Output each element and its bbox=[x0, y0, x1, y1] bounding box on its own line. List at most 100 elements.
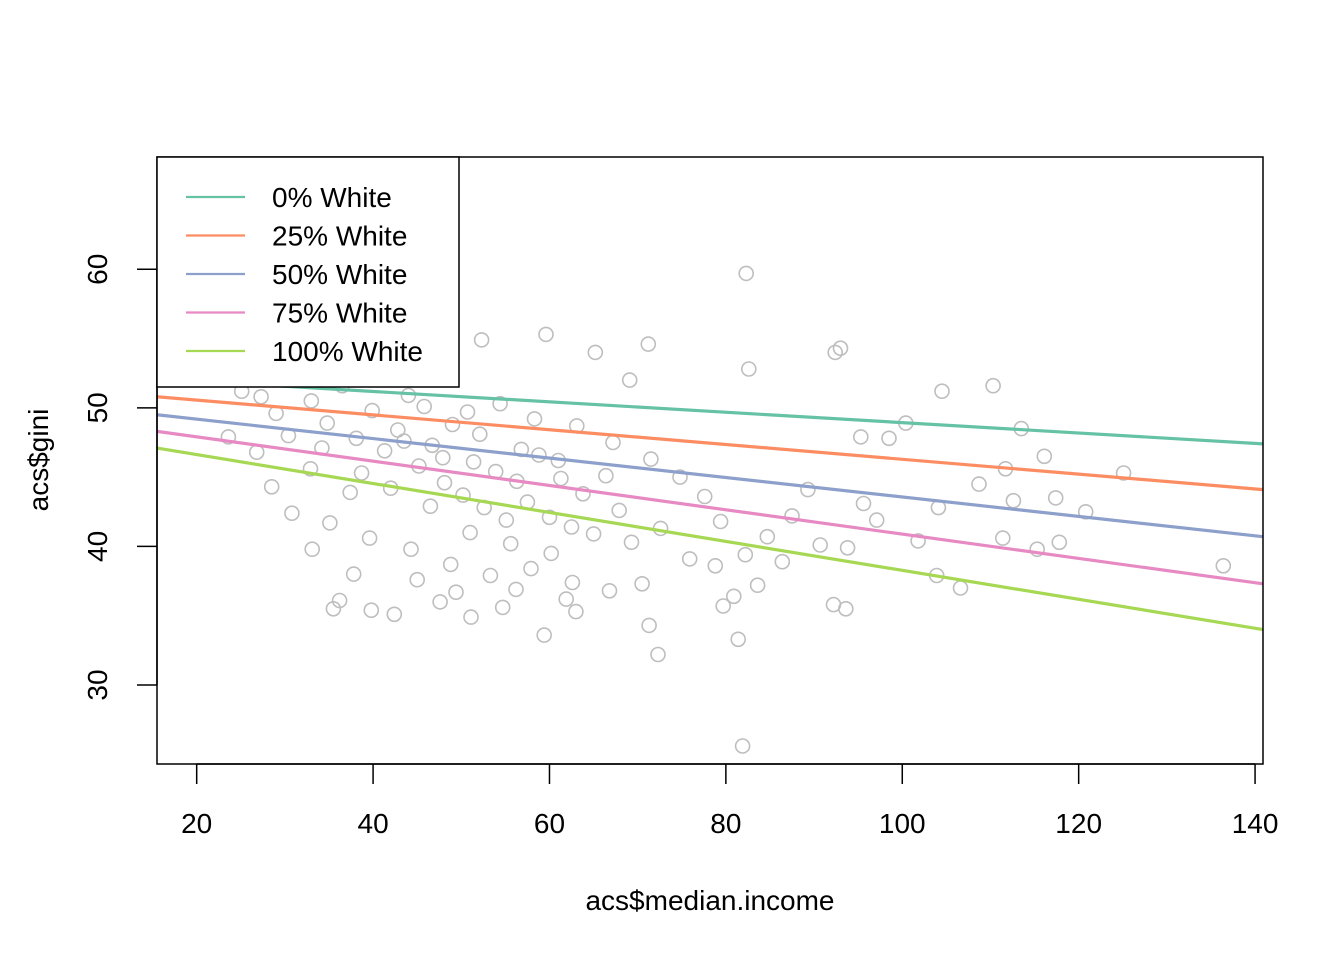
y-tick-label: 40 bbox=[82, 531, 113, 562]
data-point bbox=[634, 575, 650, 592]
data-point bbox=[498, 512, 515, 528]
legend-label-4: 100% White bbox=[272, 336, 423, 367]
data-point bbox=[494, 599, 511, 616]
data-point bbox=[601, 582, 618, 599]
data-point bbox=[650, 646, 666, 663]
data-point bbox=[303, 393, 320, 409]
data-point bbox=[672, 469, 688, 485]
x-tick-label: 20 bbox=[181, 808, 212, 839]
series-line-2 bbox=[156, 413, 1264, 539]
data-point bbox=[749, 577, 766, 594]
data-point bbox=[641, 617, 657, 634]
data-point bbox=[740, 361, 757, 377]
data-point bbox=[881, 430, 897, 447]
data-point bbox=[492, 395, 508, 412]
data-point bbox=[598, 467, 614, 484]
data-point bbox=[994, 530, 1011, 546]
data-point bbox=[455, 487, 471, 503]
data-point bbox=[696, 488, 713, 505]
data-point bbox=[471, 426, 488, 443]
data-point bbox=[585, 526, 602, 542]
series-line-3 bbox=[156, 429, 1264, 586]
data-point bbox=[1005, 492, 1022, 509]
data-point bbox=[837, 600, 854, 617]
data-point bbox=[568, 603, 584, 620]
data-point bbox=[621, 372, 638, 388]
data-point bbox=[416, 398, 433, 415]
x-tick-label: 60 bbox=[534, 808, 565, 839]
data-point bbox=[623, 534, 640, 551]
data-point bbox=[502, 535, 519, 552]
data-point bbox=[1029, 541, 1045, 558]
data-point bbox=[1115, 465, 1132, 481]
data-point bbox=[734, 738, 751, 754]
data-point bbox=[465, 454, 482, 470]
series-line-1 bbox=[156, 395, 1264, 492]
series-line-0 bbox=[156, 377, 1264, 446]
data-point bbox=[725, 588, 742, 605]
data-point bbox=[541, 509, 558, 526]
x-tick-label: 120 bbox=[1055, 808, 1102, 839]
data-point bbox=[353, 465, 370, 481]
data-point bbox=[952, 580, 969, 596]
data-point bbox=[971, 476, 987, 492]
data-point bbox=[463, 609, 479, 625]
data-point bbox=[302, 460, 319, 477]
x-tick-label: 140 bbox=[1232, 808, 1279, 839]
legend-label-3: 75% White bbox=[272, 298, 407, 329]
data-point bbox=[611, 502, 628, 519]
data-point bbox=[442, 556, 459, 573]
x-axis: 20 40 60 80 100 120 140 bbox=[181, 763, 1279, 839]
legend-box bbox=[156, 156, 460, 388]
x-tick-label: 40 bbox=[358, 808, 389, 839]
data-point bbox=[376, 442, 393, 459]
data-point bbox=[1047, 490, 1064, 506]
y-tick-label: 60 bbox=[82, 254, 113, 285]
data-point bbox=[284, 505, 300, 522]
data-point bbox=[220, 429, 237, 445]
y-axis-label: acs$gini bbox=[23, 409, 54, 512]
data-point bbox=[868, 512, 885, 528]
data-point bbox=[575, 485, 591, 502]
data-point bbox=[536, 627, 553, 643]
data-point bbox=[730, 631, 747, 648]
data-point bbox=[587, 344, 604, 361]
data-point bbox=[543, 545, 560, 562]
data-point bbox=[800, 481, 816, 498]
data-point bbox=[715, 598, 732, 614]
data-point bbox=[263, 478, 280, 495]
data-point bbox=[409, 571, 426, 588]
data-point bbox=[526, 411, 543, 427]
y-tick-label: 50 bbox=[82, 392, 113, 423]
series-line-4 bbox=[156, 446, 1264, 632]
data-point bbox=[738, 265, 755, 282]
y-axis: 30 40 50 60 bbox=[82, 254, 158, 701]
legend: 0% White 25% White 50% White 75% White 100% … bbox=[156, 156, 460, 388]
data-point bbox=[558, 591, 575, 607]
x-tick-label: 100 bbox=[879, 808, 926, 839]
x-tick-label: 80 bbox=[710, 808, 741, 839]
y-tick-label: 30 bbox=[82, 669, 113, 700]
data-point bbox=[832, 340, 849, 357]
regression-lines bbox=[156, 377, 1264, 632]
data-point bbox=[643, 451, 659, 467]
data-point bbox=[681, 551, 698, 567]
data-point bbox=[473, 332, 490, 348]
data-point bbox=[523, 560, 539, 577]
data-point bbox=[342, 484, 359, 501]
data-point bbox=[737, 546, 754, 563]
data-point bbox=[482, 567, 499, 584]
legend-label-2: 50% White bbox=[272, 259, 407, 290]
data-point bbox=[322, 515, 338, 531]
data-point bbox=[784, 508, 800, 524]
data-point bbox=[759, 528, 776, 545]
data-point bbox=[855, 495, 872, 512]
data-point bbox=[319, 415, 336, 431]
data-point bbox=[462, 524, 478, 541]
data-point bbox=[1077, 503, 1094, 520]
data-point bbox=[827, 344, 844, 361]
data-point bbox=[508, 581, 524, 598]
data-point bbox=[1051, 534, 1068, 551]
data-point bbox=[444, 416, 461, 433]
